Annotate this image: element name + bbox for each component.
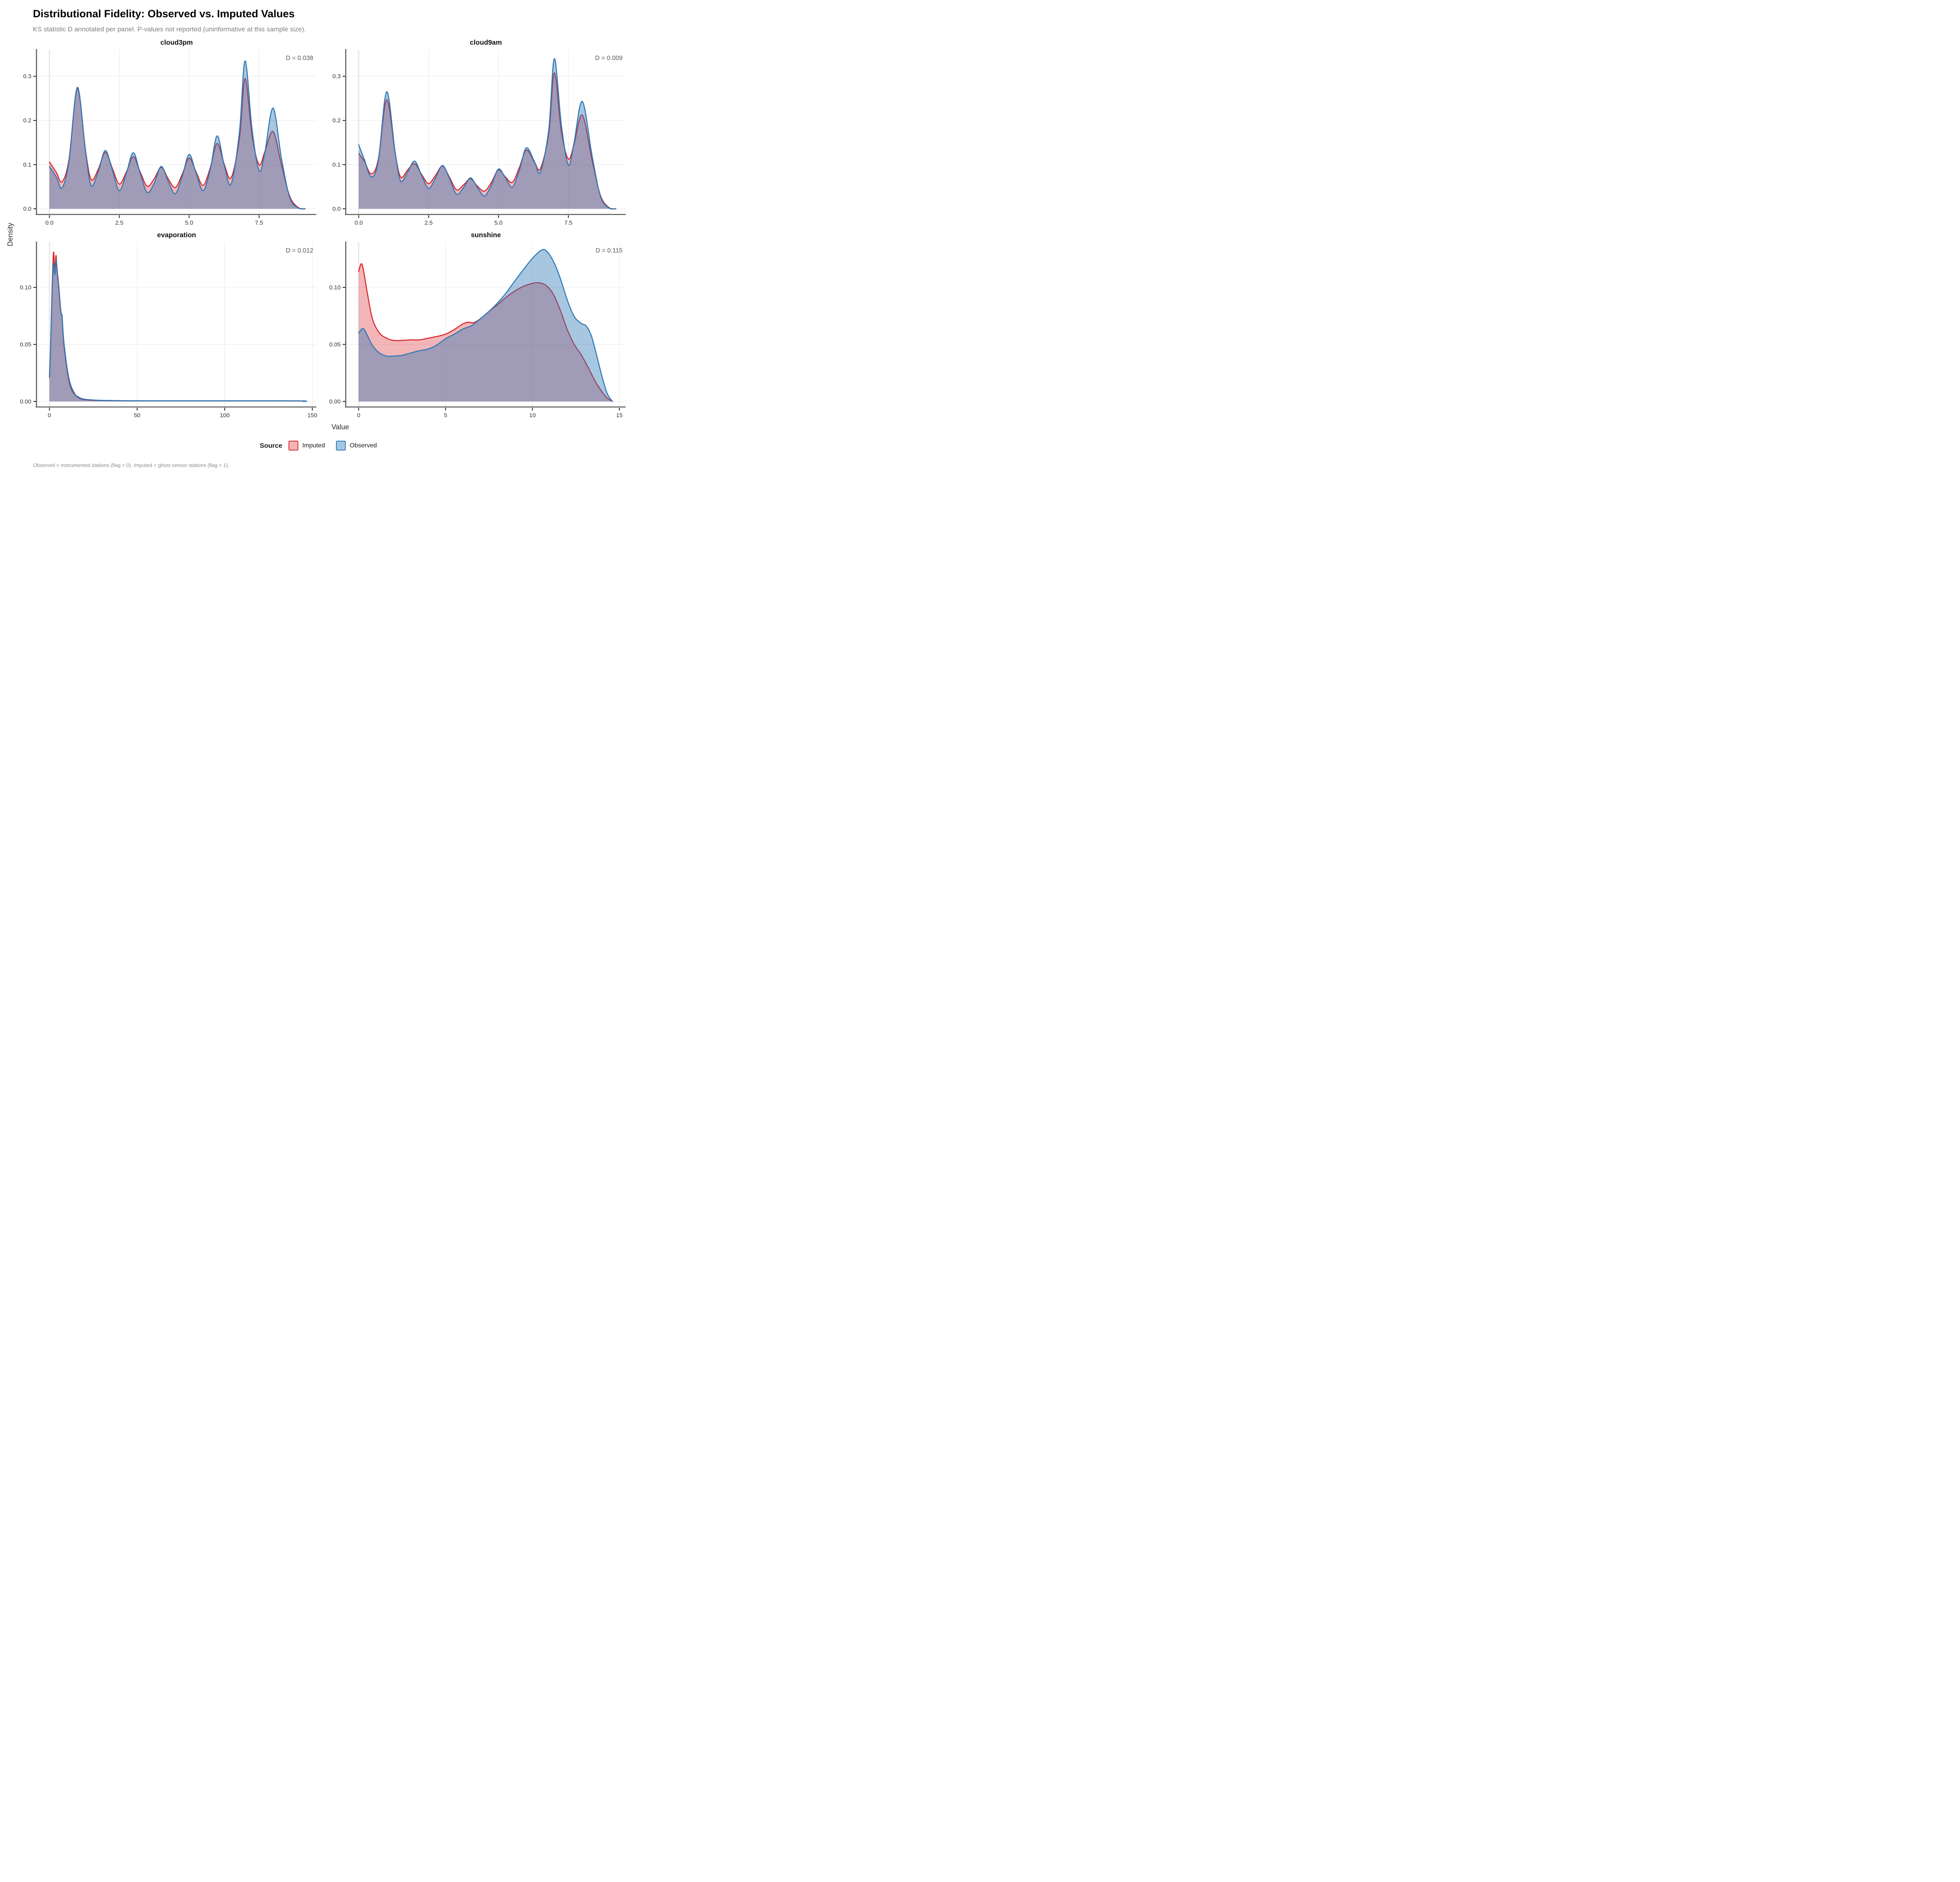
page-title: Distributional Fidelity: Observed vs. Im… bbox=[33, 8, 295, 20]
svg-text:0.00: 0.00 bbox=[20, 398, 31, 405]
legend: Source Imputed Observed bbox=[17, 441, 630, 451]
plot-area: Density cloud3pm 0.0 2.5 5.0 7.5 0.0 0.1 0.2 0.… bbox=[0, 38, 647, 431]
svg-text:0.0: 0.0 bbox=[45, 220, 54, 226]
figure: Distributional Fidelity: Observed vs. Im… bbox=[0, 0, 647, 470]
svg-text:2.5: 2.5 bbox=[425, 220, 433, 226]
svg-text:7.5: 7.5 bbox=[564, 220, 572, 226]
ks-annotation: D = 0.012 bbox=[286, 247, 313, 254]
svg-text:5.0: 5.0 bbox=[494, 220, 503, 226]
svg-text:0.00: 0.00 bbox=[329, 398, 341, 405]
svg-text:2.5: 2.5 bbox=[115, 220, 123, 226]
svg-text:0.05: 0.05 bbox=[329, 341, 341, 348]
panel-sunshine: sunshine 0 5 10 15 0.00 0.05 0.10 D = 0.115 bbox=[326, 231, 630, 422]
svg-text:5.0: 5.0 bbox=[185, 220, 193, 226]
svg-text:0.10: 0.10 bbox=[329, 284, 341, 291]
svg-text:10: 10 bbox=[529, 412, 536, 419]
panel-title: sunshine bbox=[471, 231, 501, 239]
y-axis-title: Density bbox=[6, 223, 14, 247]
svg-text:0.2: 0.2 bbox=[23, 117, 31, 124]
caption: Observed = instrumented stations (flag =… bbox=[33, 462, 229, 468]
svg-text:0.1: 0.1 bbox=[23, 162, 31, 168]
svg-text:0.2: 0.2 bbox=[332, 117, 341, 124]
svg-text:0.0: 0.0 bbox=[355, 220, 363, 226]
svg-text:100: 100 bbox=[220, 412, 230, 419]
panel-title: evaporation bbox=[157, 231, 196, 239]
density-plot-svg: 0 5 10 15 0.00 0.05 0.10 D = 0.115 bbox=[329, 242, 626, 419]
y-axis-title-column: Density bbox=[4, 38, 16, 431]
svg-text:150: 150 bbox=[307, 412, 317, 419]
panel-title: cloud3pm bbox=[160, 38, 193, 46]
svg-text:0: 0 bbox=[357, 412, 360, 419]
svg-text:0.1: 0.1 bbox=[332, 162, 341, 168]
panel-cloud9am: cloud9am 0.0 2.5 5.0 7.5 0.0 0.1 0.2 0.3 D = 0.0… bbox=[326, 38, 630, 230]
subtitle: KS statistic D annotated per panel. P-va… bbox=[33, 25, 306, 33]
svg-text:0.05: 0.05 bbox=[20, 341, 31, 348]
facet-grid: cloud3pm 0.0 2.5 5.0 7.5 0.0 0.1 0.2 0.3 D = 0.0… bbox=[16, 38, 647, 422]
ks-annotation: D = 0.038 bbox=[286, 55, 313, 62]
ks-annotation: D = 0.115 bbox=[595, 247, 622, 254]
legend-label: Imputed bbox=[302, 442, 325, 449]
ks-annotation: D = 0.009 bbox=[595, 55, 622, 62]
svg-text:50: 50 bbox=[134, 412, 140, 419]
legend-item-imputed: Imputed bbox=[289, 441, 325, 451]
legend-key-observed-swatch bbox=[336, 441, 346, 451]
legend-title: Source bbox=[260, 441, 283, 449]
svg-text:0.0: 0.0 bbox=[332, 205, 341, 212]
svg-text:7.5: 7.5 bbox=[255, 220, 263, 226]
density-plot-svg: 0.0 2.5 5.0 7.5 0.0 0.1 0.2 0.3 D = 0.009 bbox=[332, 49, 626, 226]
legend-item-observed: Observed bbox=[336, 441, 377, 451]
panel-title: cloud9am bbox=[470, 38, 502, 46]
svg-text:0.3: 0.3 bbox=[23, 73, 31, 80]
panel-cloud3pm: cloud3pm 0.0 2.5 5.0 7.5 0.0 0.1 0.2 0.3 D = 0.0… bbox=[16, 38, 320, 230]
svg-text:0.0: 0.0 bbox=[23, 205, 31, 212]
x-axis-title: Value bbox=[331, 423, 349, 431]
density-plot-svg: 0.0 2.5 5.0 7.5 0.0 0.1 0.2 0.3 D = 0.038 bbox=[23, 49, 316, 226]
svg-text:0.3: 0.3 bbox=[332, 73, 341, 80]
svg-text:15: 15 bbox=[616, 412, 623, 419]
svg-text:5: 5 bbox=[444, 412, 447, 419]
density-plot-svg: 0 50 100 150 0.00 0.05 0.10 D = 0.012 bbox=[20, 242, 317, 419]
panel-evaporation: evaporation 0 50 100 150 0.00 0.05 0.10 D = 0.0… bbox=[16, 231, 320, 422]
svg-text:0.10: 0.10 bbox=[20, 284, 31, 291]
legend-key-imputed-swatch bbox=[289, 441, 299, 451]
svg-text:0: 0 bbox=[48, 412, 51, 419]
legend-label: Observed bbox=[350, 442, 377, 449]
figure-header: Distributional Fidelity: Observed vs. Im… bbox=[0, 0, 647, 33]
